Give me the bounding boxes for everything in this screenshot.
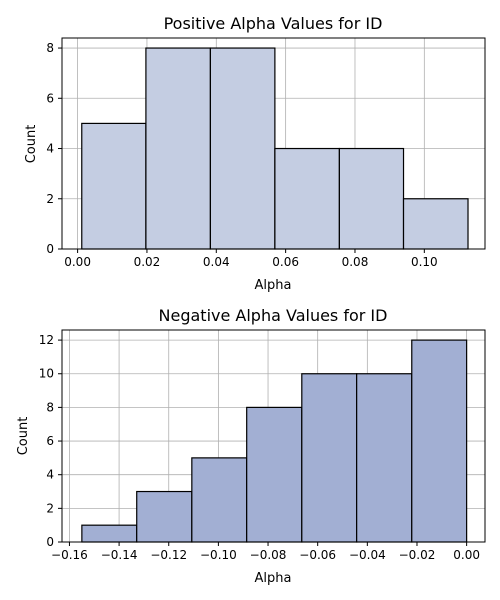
chart-title: Positive Alpha Values for ID	[164, 14, 383, 33]
negative-alpha-histogram: Negative Alpha Values for ID −0.16 −0.14−…	[16, 306, 486, 586]
histogram-bar	[145, 47, 211, 250]
x-tick-label: 0.00	[64, 255, 91, 269]
y-tick-label: 2	[46, 501, 54, 515]
y-tick-label: 2	[46, 192, 54, 206]
y-tick-label: 4	[46, 142, 54, 156]
x-ticks: −0.16 −0.14 −0.12 −0.10 −0.08 −0.06 −0.04 −0.02…	[51, 542, 480, 562]
bars	[81, 339, 468, 543]
histogram-bar	[246, 406, 303, 543]
y-axis-label: Count	[16, 417, 31, 456]
x-tick-label: 0.06	[272, 255, 299, 269]
histogram-bar	[274, 147, 340, 250]
x-tick-label: −0.06	[299, 548, 336, 562]
x-axis-label: Alpha	[255, 571, 292, 586]
axes-border	[61, 37, 486, 250]
x-tick-label: 0.00	[453, 548, 480, 562]
x-tick-label: −0.10	[200, 548, 237, 562]
histogram-bar	[191, 457, 248, 543]
histogram-bar	[136, 490, 193, 543]
x-tick-label: −0.02	[399, 548, 436, 562]
y-tick-label: 0	[46, 535, 54, 549]
x-tick-label: 0.10	[411, 255, 438, 269]
y-tick-label: 10	[39, 367, 54, 381]
x-tick-label: −0.12	[150, 548, 187, 562]
x-tick-label: 0.04	[203, 255, 230, 269]
y-axis-label: Count	[24, 125, 39, 164]
y-ticks: 0 2 4 6 8 10 12	[39, 333, 62, 549]
axes-frame	[61, 329, 486, 543]
y-ticks: 0 2 4 6 8	[46, 41, 62, 256]
x-tick-label: −0.16	[51, 548, 88, 562]
y-tick-label: 6	[46, 91, 54, 105]
histogram-bar	[301, 373, 358, 543]
histogram-bar	[338, 147, 405, 250]
bars	[81, 47, 469, 250]
histogram-bar	[81, 524, 138, 543]
y-tick-label: 0	[46, 242, 54, 256]
x-tick-label: −0.08	[250, 548, 287, 562]
histogram-bar	[411, 339, 468, 543]
x-tick-label: 0.08	[342, 255, 369, 269]
x-ticks: 0.00 0.02 0.04 0.06 0.08 0.10	[64, 249, 438, 269]
y-tick-label: 4	[46, 468, 54, 482]
y-tick-label: 6	[46, 434, 54, 448]
histogram-bar	[356, 373, 413, 543]
x-tick-label: −0.14	[101, 548, 138, 562]
y-tick-label: 8	[46, 400, 54, 414]
x-tick-label: −0.04	[349, 548, 386, 562]
histogram-bar	[209, 47, 276, 250]
histogram-bar	[402, 198, 469, 250]
positive-alpha-histogram: Positive Alpha Values for ID 0.00 0.02 0.0…	[24, 14, 486, 293]
histogram-bar	[81, 122, 147, 250]
chart-title: Negative Alpha Values for ID	[159, 306, 388, 325]
y-tick-label: 8	[46, 41, 54, 55]
x-axis-label: Alpha	[255, 278, 292, 293]
x-tick-label: 0.02	[134, 255, 161, 269]
y-tick-label: 12	[39, 333, 54, 347]
axes-frame	[61, 37, 486, 250]
axes-border	[61, 329, 486, 543]
